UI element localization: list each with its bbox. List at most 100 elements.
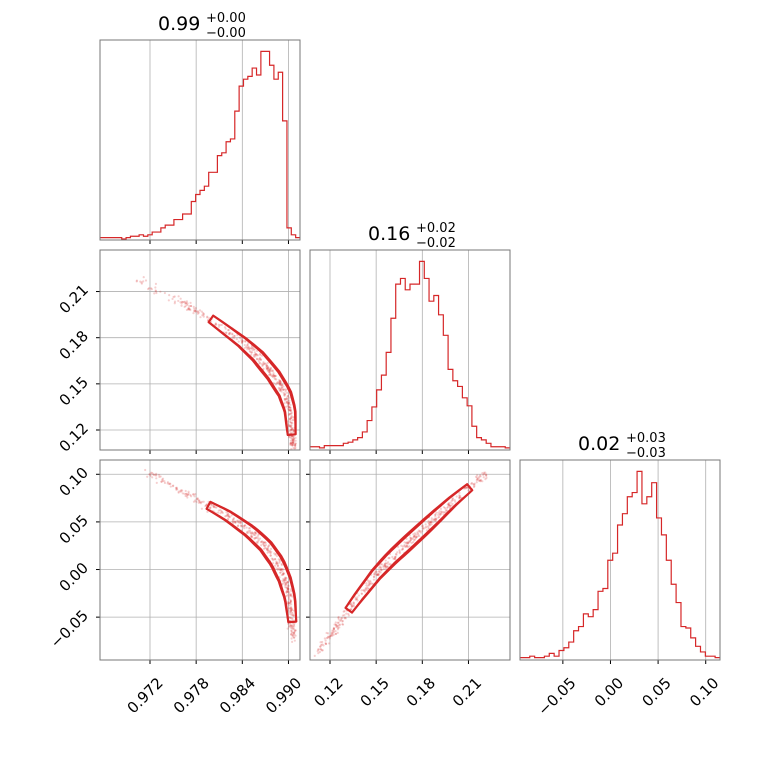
sample-point	[280, 384, 283, 387]
sample-point	[179, 297, 182, 300]
sample-point	[428, 524, 431, 527]
sample-point	[252, 348, 256, 351]
sample-point	[398, 550, 401, 553]
sample-point	[313, 654, 316, 657]
sample-point	[273, 552, 276, 555]
sample-point	[179, 489, 182, 493]
sample-point	[287, 601, 290, 605]
panel-frame	[309, 249, 511, 451]
sample-point	[278, 379, 281, 383]
sample-point	[184, 304, 187, 308]
sample-point	[290, 630, 293, 633]
sample-point	[267, 367, 270, 370]
sample-point	[247, 527, 251, 530]
sample-point	[175, 488, 178, 491]
sample-point	[286, 586, 289, 589]
sample-point	[197, 499, 201, 502]
sample-point	[289, 441, 292, 445]
sample-point	[327, 635, 330, 638]
sample-point	[257, 358, 260, 361]
sample-point	[324, 641, 327, 645]
sample-point	[208, 317, 211, 320]
sample-point	[163, 291, 166, 295]
sample-point	[284, 582, 287, 586]
sample-point	[413, 535, 416, 538]
sample-point	[447, 503, 450, 506]
sample-point	[415, 536, 418, 539]
sample-point	[429, 520, 433, 524]
sample-point	[272, 562, 275, 565]
sample-point	[254, 353, 257, 356]
sample-point	[260, 362, 263, 366]
sample-point	[317, 652, 320, 655]
sample-point	[142, 280, 145, 283]
sample-point	[483, 472, 486, 476]
sample-point	[262, 547, 266, 550]
sample-point	[272, 559, 275, 562]
sample-point	[377, 573, 380, 576]
sample-point	[476, 478, 479, 481]
sample-point	[394, 556, 397, 559]
sample-point	[193, 307, 196, 310]
sample-point	[292, 443, 295, 446]
sample-point	[290, 613, 293, 617]
sample-point	[266, 547, 270, 550]
sample-point	[289, 612, 292, 616]
sample-point	[446, 503, 449, 506]
sample-point	[352, 601, 355, 604]
panel-frame	[99, 39, 301, 241]
sample-point	[293, 622, 296, 625]
sample-point	[269, 367, 272, 370]
sample-point	[276, 568, 279, 571]
sample-point	[354, 598, 357, 601]
sample-point	[281, 570, 284, 573]
sample-point	[355, 598, 358, 601]
sample-point	[151, 472, 154, 475]
sample-point	[192, 310, 196, 313]
sample-point	[275, 378, 278, 381]
sample-point	[291, 624, 294, 627]
sample-point	[458, 496, 461, 499]
sample-point	[163, 481, 167, 485]
sample-point	[287, 395, 290, 398]
sample-point	[292, 429, 295, 432]
sample-point	[385, 567, 388, 570]
sample-point	[334, 623, 338, 627]
sample-point	[394, 558, 397, 561]
sample-point	[289, 442, 292, 445]
sample-point	[150, 288, 153, 291]
sample-point	[220, 510, 224, 514]
sample-point	[247, 346, 251, 349]
sample-point	[405, 537, 408, 540]
sample-point	[290, 617, 293, 620]
sample-point	[287, 402, 290, 405]
sample-point	[175, 486, 178, 489]
sample-point	[401, 548, 404, 551]
sample-point	[368, 582, 371, 585]
sample-point	[196, 497, 199, 500]
sample-point	[290, 411, 293, 414]
sample-point	[383, 563, 386, 567]
sample-point	[332, 627, 336, 630]
sample-point	[253, 536, 256, 540]
sample-point	[419, 530, 422, 533]
sample-point	[291, 640, 294, 643]
sample-point	[223, 326, 227, 329]
sample-point	[189, 304, 192, 308]
sample-point	[161, 479, 164, 482]
sample-point	[217, 325, 221, 328]
sample-point	[292, 627, 296, 631]
sample-point	[283, 576, 287, 579]
sample-point	[258, 361, 262, 364]
sample-point	[248, 347, 251, 351]
sample-point	[449, 504, 452, 507]
sample-point	[192, 493, 195, 496]
sample-point	[341, 616, 344, 620]
sample-point	[255, 353, 258, 356]
sample-point	[183, 492, 186, 495]
sample-point	[280, 386, 284, 389]
sample-point	[278, 383, 282, 386]
sample-point	[261, 542, 265, 546]
sample-point	[155, 477, 158, 480]
sample-point	[189, 493, 192, 497]
